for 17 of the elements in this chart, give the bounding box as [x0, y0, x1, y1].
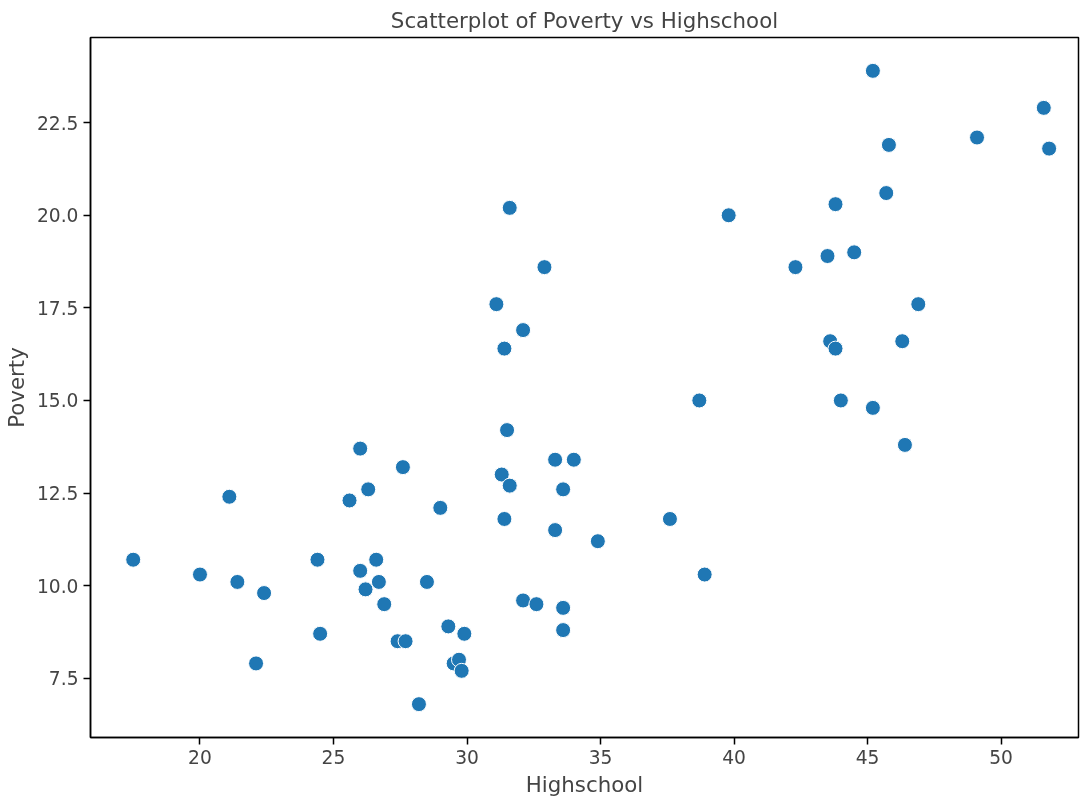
x-tick-label: 20 — [188, 746, 212, 768]
y-tick-label: 20.0 — [36, 205, 79, 227]
x-tick-label: 25 — [321, 746, 346, 768]
x-axis-title: Highschool — [525, 771, 644, 797]
y-axis-title: Poverty — [3, 347, 29, 428]
y-tick-label: 15.0 — [36, 390, 79, 412]
y-tick-label: 17.5 — [36, 297, 79, 319]
x-tick-label: 35 — [588, 746, 613, 768]
x-tick-label: 45 — [855, 746, 880, 768]
x-tick-label: 30 — [455, 746, 479, 768]
y-tick-label: 22.5 — [36, 112, 79, 134]
x-tick-label: 40 — [722, 746, 746, 768]
y-tick-label: 10.0 — [36, 575, 79, 597]
y-tick-label: 7.5 — [48, 668, 79, 690]
y-tick-label: 12.5 — [36, 483, 79, 505]
chart-title: Scatterplot of Poverty vs Highschool — [390, 7, 779, 33]
x-tick-label: 50 — [989, 746, 1013, 768]
